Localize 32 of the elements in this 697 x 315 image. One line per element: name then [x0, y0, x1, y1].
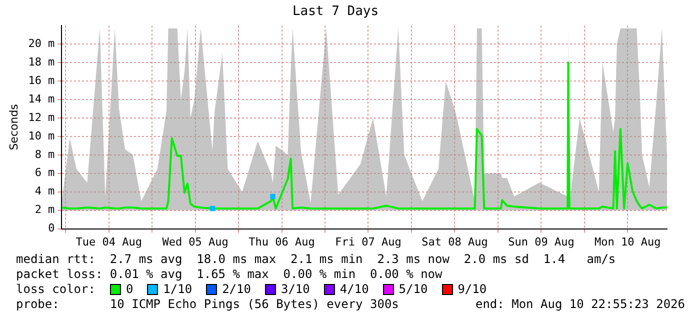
text: probe: 10 ICMP Echo Pings (56 Bytes) every 300s	[16, 297, 399, 312]
x-tick-label: Mon 10 Aug	[594, 235, 661, 248]
text: end: Mon Aug 10 22:55:23 2026	[475, 297, 685, 312]
y-tick-label: 6 m	[34, 166, 56, 180]
legend-title: loss color:	[16, 282, 96, 297]
legend-label: 5/10	[398, 282, 428, 297]
y-tick-label: 4 m	[34, 184, 56, 198]
legend-label: 2/10	[222, 282, 251, 297]
text: median rtt: 2.7 ms avg 18.0 ms max 2.1 ms min 2.3 ms now 2.0 ms sd 1.4 am/s	[16, 252, 617, 267]
chart-title: Last 7 Days	[292, 4, 379, 20]
text: packet loss: 0.01 % avg 1.65 % max 0.00 % min 0.00 % now	[16, 267, 444, 282]
y-axis-title: Seconds	[7, 104, 20, 150]
x-tick-label: Wed 05 Aug	[162, 235, 228, 248]
x-tick-label: Thu 06 Aug	[248, 235, 315, 248]
y-tick-label: 18 m	[28, 55, 56, 68]
x-tick-label: Tue 04 Aug	[76, 235, 142, 248]
x-tick-label: Fri 07 Aug	[335, 235, 402, 248]
x-tick-label: Sat 08 Aug	[422, 235, 488, 248]
y-tick-label: 2 m	[34, 203, 56, 216]
y-tick-label: 14 m	[28, 92, 56, 106]
y-tick-label: 20 m	[28, 36, 56, 50]
legend-label: 9/10	[458, 282, 487, 297]
y-tick-label: 12 m	[28, 110, 56, 124]
legend-label: 4/10	[340, 282, 369, 297]
legend-label: 0	[126, 282, 134, 297]
y-tick-label: 8 m	[34, 148, 56, 161]
x-tick-label: Sun 09 Aug	[508, 235, 574, 248]
y-tick-label: 16 m	[28, 74, 56, 87]
legend-label: 3/10	[280, 282, 310, 297]
y-tick-label: 10 m	[28, 129, 56, 142]
y-tick-label: 0	[48, 222, 55, 235]
legend-label: 1/10	[163, 282, 192, 297]
